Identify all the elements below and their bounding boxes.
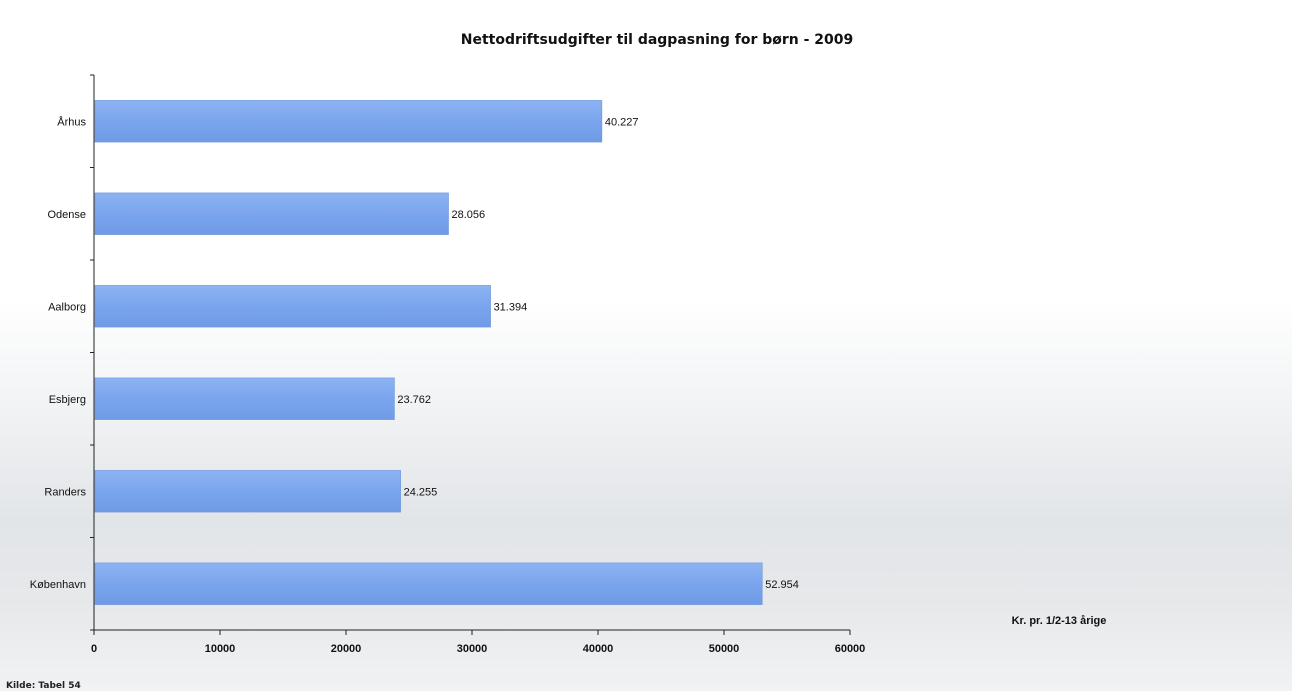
bars-layer xyxy=(94,100,763,605)
category-label: Esbjerg xyxy=(49,394,86,406)
data-label: 31.394 xyxy=(494,301,528,313)
category-label: Aalborg xyxy=(48,301,86,313)
x-tick-label: 10000 xyxy=(205,643,236,655)
data-label: 52.954 xyxy=(765,579,799,591)
x-tick-label: 30000 xyxy=(457,643,488,655)
x-tick-label: 60000 xyxy=(835,643,866,655)
category-label: Århus xyxy=(57,115,86,128)
bar xyxy=(94,192,449,235)
data-label: 24.255 xyxy=(404,486,438,498)
axes-layer: Århus 40.227 Odense 28.056 Aalborg 31.394 Esbj… xyxy=(30,74,866,655)
x-axis-label: Kr. pr. 1/2-13 årige xyxy=(1012,615,1107,627)
bar xyxy=(94,562,763,605)
bar xyxy=(94,100,603,143)
data-label: 28.056 xyxy=(452,209,486,221)
category-label: København xyxy=(30,579,86,591)
bar xyxy=(94,285,491,328)
data-label: 40.227 xyxy=(605,116,639,128)
chart-title: Nettodriftsudgifter til dagpasning for b… xyxy=(461,32,854,48)
source-note: Kilde: Tabel 54 xyxy=(6,681,81,691)
bar xyxy=(94,377,395,420)
x-tick-label: 20000 xyxy=(331,643,362,655)
x-tick-label: 50000 xyxy=(709,643,740,655)
data-label: 23.762 xyxy=(397,394,431,406)
x-tick-label: 0 xyxy=(91,643,97,655)
x-tick-label: 40000 xyxy=(583,643,614,655)
category-label: Odense xyxy=(47,209,86,221)
bar xyxy=(94,470,401,513)
category-label: Randers xyxy=(44,486,86,498)
